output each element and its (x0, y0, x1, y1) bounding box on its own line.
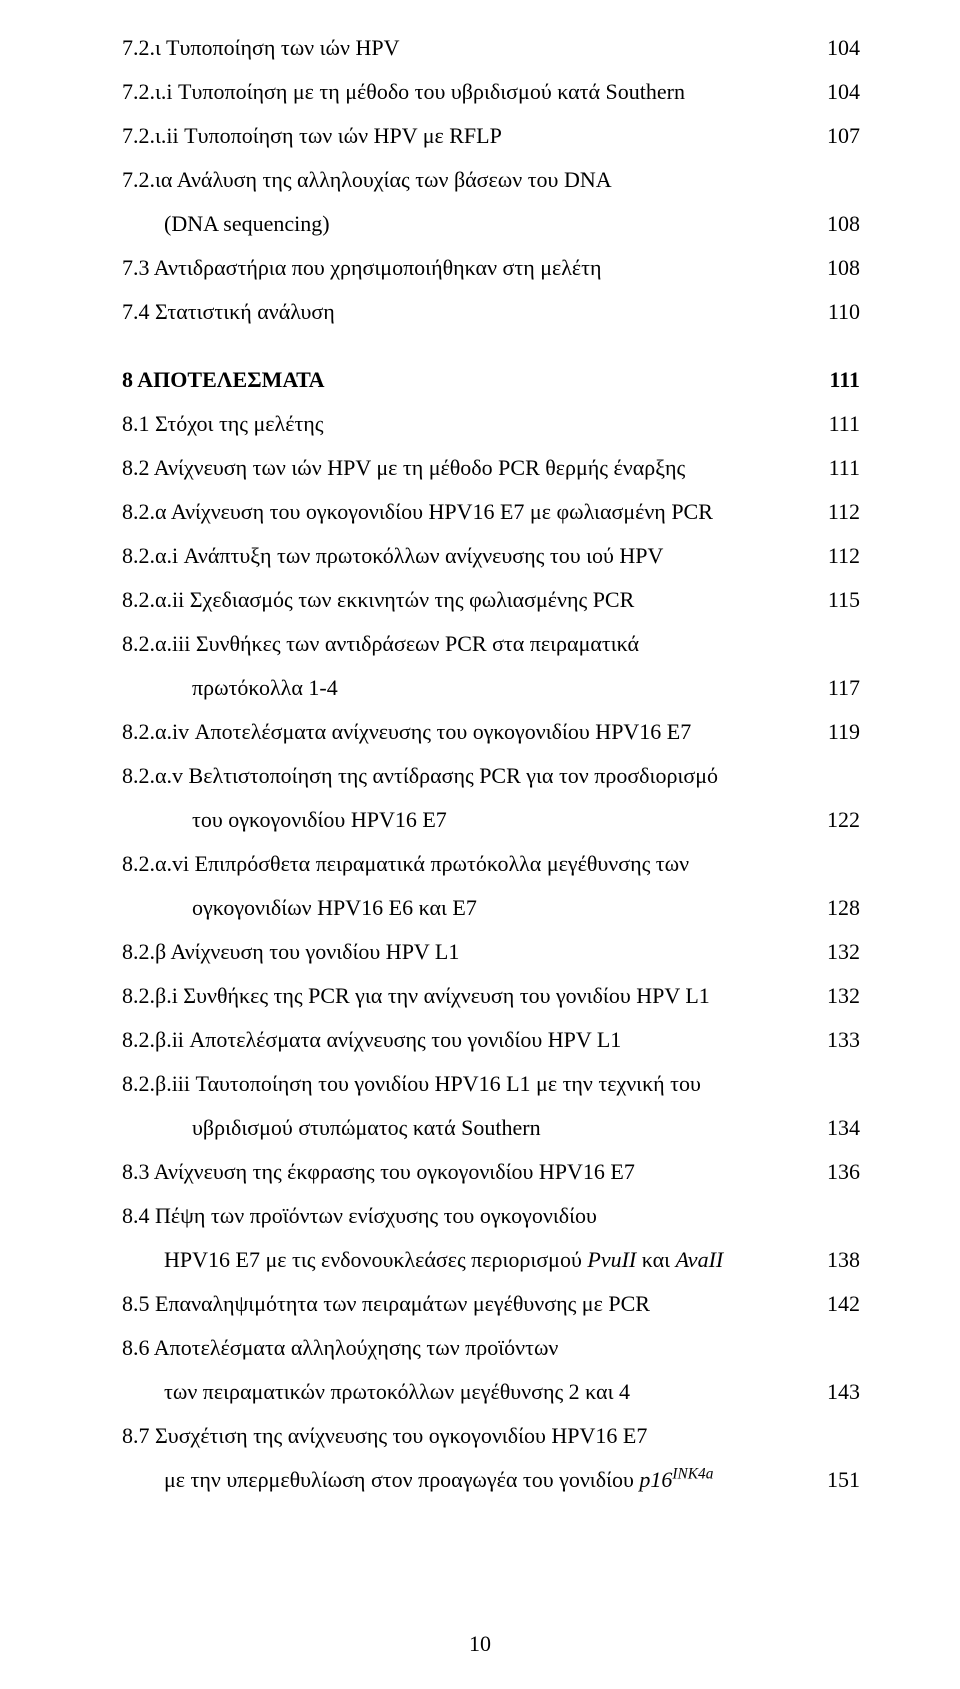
toc-row: του ογκογονιδίου HPV16 E7122 (122, 798, 860, 842)
toc-label: 7.3 Αντιδραστήρια που χρησιμοποιήθηκαν σ… (122, 246, 810, 290)
toc-label: 8.7 Συσχέτιση της ανίχνευσης του ογκογον… (122, 1414, 810, 1458)
toc-label: 7.2.ι.ii Τυποποίηση των ιών HPV με RFLP (122, 114, 810, 158)
toc-label: 8.2.α Ανίχνευση του ογκογονιδίου HPV16 E… (122, 490, 810, 534)
toc-label: υβριδισμού στυπώματος κατά Southern (122, 1106, 810, 1150)
toc-label: 8 ΑΠΟΤΕΛΕΣΜΑΤΑ (122, 358, 810, 402)
toc-page-number: 111 (810, 446, 860, 490)
toc-label: 7.2.ια Ανάλυση της αλληλουχίας των βάσεω… (122, 158, 810, 202)
toc-page-number: 104 (810, 26, 860, 70)
toc-row: 8.2 Ανίχνευση των ιών HPV με τη μέθοδο P… (122, 446, 860, 490)
toc-page-number: 136 (810, 1150, 860, 1194)
toc-row: 8.2.α.vi Επιπρόσθετα πειραματικά πρωτόκο… (122, 842, 860, 886)
toc-page-number: 112 (810, 490, 860, 534)
toc-row: HPV16 E7 με τις ενδονουκλεάσες περιορισμ… (122, 1238, 860, 1282)
toc-label: 8.5 Επαναληψιμότητα των πειραμάτων μεγέθ… (122, 1282, 810, 1326)
toc-row: 8.2.β.i Συνθήκες της PCR για την ανίχνευ… (122, 974, 860, 1018)
toc-row: 8.4 Πέψη των προϊόντων ενίσχυσης του ογκ… (122, 1194, 860, 1238)
toc-row: 7.3 Αντιδραστήρια που χρησιμοποιήθηκαν σ… (122, 246, 860, 290)
toc-row: 7.4 Στατιστική ανάλυση110 (122, 290, 860, 334)
toc-page-number: 151 (810, 1458, 860, 1502)
toc-row: 8.2.α.iii Συνθήκες των αντιδράσεων PCR σ… (122, 622, 860, 666)
toc-row: 8.1 Στόχοι της μελέτης111 (122, 402, 860, 446)
toc-row: 8 ΑΠΟΤΕΛΕΣΜΑΤΑ111 (122, 358, 860, 402)
toc-label: 7.2.ι Τυποποίηση των ιών HPV (122, 26, 810, 70)
toc-label: 8.2.α.iii Συνθήκες των αντιδράσεων PCR σ… (122, 622, 810, 666)
toc-row: υβριδισμού στυπώματος κατά Southern134 (122, 1106, 860, 1150)
toc-label: 8.6 Αποτελέσματα αλληλούχησης των προϊόν… (122, 1326, 810, 1370)
toc-page-number: 133 (810, 1018, 860, 1062)
toc-page-number: 119 (810, 710, 860, 754)
toc-label: 8.2.β.i Συνθήκες της PCR για την ανίχνευ… (122, 974, 810, 1018)
toc-label: 8.2.α.v Βελτιστοποίηση της αντίδρασης PC… (122, 754, 810, 798)
toc-page-number: 142 (810, 1282, 860, 1326)
toc-row: 7.2.ι Τυποποίηση των ιών HPV104 (122, 26, 860, 70)
toc-label: 8.4 Πέψη των προϊόντων ενίσχυσης του ογκ… (122, 1194, 810, 1238)
toc-label: 8.2.β Ανίχνευση του γονιδίου HPV L1 (122, 930, 810, 974)
toc-page-number: 115 (810, 578, 860, 622)
toc-row: 8.6 Αποτελέσματα αλληλούχησης των προϊόν… (122, 1326, 860, 1370)
toc-row: 8.2.α.ii Σχεδιασμός των εκκινητών της φω… (122, 578, 860, 622)
toc-label: 8.2.α.iv Αποτελέσματα ανίχνευσης του ογκ… (122, 710, 810, 754)
toc-label: 8.2.α.ii Σχεδιασμός των εκκινητών της φω… (122, 578, 810, 622)
toc-page-number: 112 (810, 534, 860, 578)
toc-row: 8.2.α.v Βελτιστοποίηση της αντίδρασης PC… (122, 754, 860, 798)
toc-page-number: 111 (810, 402, 860, 446)
toc-row: ογκογονιδίων HPV16 E6 και E7128 (122, 886, 860, 930)
toc-label: πρωτόκολλα 1-4 (122, 666, 810, 710)
toc-page-number: 108 (810, 246, 860, 290)
toc-label: 8.2 Ανίχνευση των ιών HPV με τη μέθοδο P… (122, 446, 810, 490)
toc-row: 8.7 Συσχέτιση της ανίχνευσης του ογκογον… (122, 1414, 860, 1458)
toc-page-number: 132 (810, 974, 860, 1018)
toc-row: 8.5 Επαναληψιμότητα των πειραμάτων μεγέθ… (122, 1282, 860, 1326)
toc-row: 8.2.α.iv Αποτελέσματα ανίχνευσης του ογκ… (122, 710, 860, 754)
toc-label: 8.2.β.iii Ταυτοποίηση του γονιδίου HPV16… (122, 1062, 810, 1106)
toc-list: 7.2.ι Τυποποίηση των ιών HPV1047.2.ι.i Τ… (122, 26, 860, 1502)
toc-label: HPV16 E7 με τις ενδονουκλεάσες περιορισμ… (122, 1238, 810, 1282)
toc-page-number: 111 (810, 358, 860, 402)
toc-page-number: 132 (810, 930, 860, 974)
toc-label: με την υπερμεθυλίωση στον προαγωγέα του … (122, 1458, 810, 1502)
toc-row: (DNA sequencing)108 (122, 202, 860, 246)
toc-page-number: 128 (810, 886, 860, 930)
page-number: 10 (0, 1631, 960, 1657)
toc-label: 8.2.α.vi Επιπρόσθετα πειραματικά πρωτόκο… (122, 842, 810, 886)
toc-label: 8.2.α.i Ανάπτυξη των πρωτοκόλλων ανίχνευ… (122, 534, 810, 578)
toc-label: του ογκογονιδίου HPV16 E7 (122, 798, 810, 842)
toc-row: 7.2.ι.ii Τυποποίηση των ιών HPV με RFLP1… (122, 114, 860, 158)
toc-row: με την υπερμεθυλίωση στον προαγωγέα του … (122, 1458, 860, 1502)
toc-page-number: 122 (810, 798, 860, 842)
toc-page-number: 143 (810, 1370, 860, 1414)
toc-label: 8.3 Ανίχνευση της έκφρασης του ογκογονιδ… (122, 1150, 810, 1194)
toc-row: 8.2.β.ii Αποτελέσματα ανίχνευσης του γον… (122, 1018, 860, 1062)
toc-page-number: 134 (810, 1106, 860, 1150)
toc-row: 8.2.α.i Ανάπτυξη των πρωτοκόλλων ανίχνευ… (122, 534, 860, 578)
toc-row: 8.3 Ανίχνευση της έκφρασης του ογκογονιδ… (122, 1150, 860, 1194)
toc-page-number: 117 (810, 666, 860, 710)
toc-page: 7.2.ι Τυποποίηση των ιών HPV1047.2.ι.i Τ… (0, 0, 960, 1502)
toc-row: 8.2.α Ανίχνευση του ογκογονιδίου HPV16 E… (122, 490, 860, 534)
toc-page-number: 104 (810, 70, 860, 114)
toc-row: 7.2.ι.i Τυποποίηση με τη μέθοδο του υβρι… (122, 70, 860, 114)
toc-page-number: 138 (810, 1238, 860, 1282)
toc-row: 7.2.ια Ανάλυση της αλληλουχίας των βάσεω… (122, 158, 860, 202)
toc-page-number: 110 (810, 290, 860, 334)
toc-page-number: 107 (810, 114, 860, 158)
toc-label: 7.4 Στατιστική ανάλυση (122, 290, 810, 334)
toc-label: 8.1 Στόχοι της μελέτης (122, 402, 810, 446)
toc-row: των πειραματικών πρωτοκόλλων μεγέθυνσης … (122, 1370, 860, 1414)
toc-label: των πειραματικών πρωτοκόλλων μεγέθυνσης … (122, 1370, 810, 1414)
toc-page-number: 108 (810, 202, 860, 246)
toc-label: (DNA sequencing) (122, 202, 810, 246)
toc-label: 7.2.ι.i Τυποποίηση με τη μέθοδο του υβρι… (122, 70, 810, 114)
toc-label: 8.2.β.ii Αποτελέσματα ανίχνευσης του γον… (122, 1018, 810, 1062)
toc-label: ογκογονιδίων HPV16 E6 και E7 (122, 886, 810, 930)
toc-row: 8.2.β Ανίχνευση του γονιδίου HPV L1132 (122, 930, 860, 974)
toc-row: 8.2.β.iii Ταυτοποίηση του γονιδίου HPV16… (122, 1062, 860, 1106)
toc-row: πρωτόκολλα 1-4117 (122, 666, 860, 710)
